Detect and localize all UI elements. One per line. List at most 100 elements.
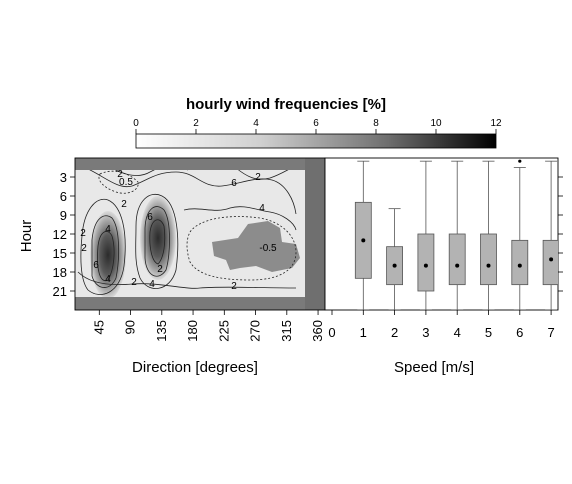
contour-label: 2 (81, 243, 87, 254)
heatmap-hotspot-45 (90, 211, 126, 299)
box-iqr (542, 239, 558, 286)
colorbar-ticks: 0 2 4 6 8 10 12 (133, 118, 502, 134)
colorbar-tick-label: 0 (133, 118, 139, 129)
boxplot-speed-4 (448, 160, 466, 310)
contour-line (91, 215, 120, 288)
contour-label: 2 (157, 264, 163, 275)
y-tick-label: 18 (53, 265, 67, 280)
box-iqr (511, 239, 529, 286)
direction-tick-label: 45 (91, 320, 106, 334)
boxplot-speed-2 (386, 208, 404, 310)
speed-tick-label: 3 (422, 325, 429, 340)
heatmap-bottom-band (75, 297, 305, 310)
y-tick-label: 9 (60, 208, 67, 223)
y-axis: 3 6 9 12 15 18 21 (53, 170, 75, 299)
contour-line (85, 167, 297, 215)
boxplots (354, 159, 558, 310)
speed-tick-label: 0 (328, 325, 335, 340)
speed-tick-label: 1 (360, 325, 367, 340)
speed-axis: 0 1 2 3 4 5 6 7 (328, 310, 555, 340)
box-median-point (549, 257, 554, 262)
box-median-point (455, 263, 460, 268)
contour-label: 2 (117, 169, 123, 180)
box-median-point (361, 238, 366, 243)
box-median-point (517, 263, 522, 268)
contour-line (80, 198, 126, 295)
y-tick-label: 6 (60, 189, 67, 204)
contour-label: 0.5 (119, 177, 133, 188)
contour-line (183, 206, 297, 231)
direction-axis: 45 90 135 180 225 270 315 360 (91, 310, 325, 342)
y-tick-label: 15 (53, 246, 67, 261)
contour-line (144, 206, 170, 277)
speed-tick-label: 2 (391, 325, 398, 340)
speed-tick-label: 6 (516, 325, 523, 340)
contour-label: 2 (131, 277, 137, 288)
colorbar-tick-label: 8 (373, 118, 379, 129)
contour-label: 2 (255, 172, 261, 183)
colorbar-tick-label: 4 (253, 118, 259, 129)
contour-label: 6 (93, 260, 99, 271)
colorbar-gradient (135, 133, 497, 149)
chart-title: hourly wind frequencies [%] (186, 96, 386, 113)
heatmap-top-band (75, 158, 305, 170)
contour-label: -0.5 (259, 243, 277, 254)
contour-label: 2 (231, 281, 237, 292)
box-iqr (448, 233, 466, 286)
y-axis-label: Hour (18, 220, 35, 253)
contour-line (149, 219, 166, 265)
boxplot-speed-6 (511, 159, 529, 310)
boxplot-speed-5 (480, 160, 497, 310)
y-tick-label: 3 (60, 170, 67, 185)
contour-line-dashed (98, 170, 139, 194)
direction-tick-label: 135 (154, 320, 169, 342)
contour-label: 6 (231, 178, 237, 189)
speed-tick-label: 4 (454, 325, 461, 340)
heatmap-dark-patch (212, 221, 300, 272)
box-median-point (486, 263, 491, 268)
panel-separator-band (305, 158, 325, 310)
direction-tick-label: 180 (185, 320, 200, 342)
boxplot-speed-3 (417, 160, 435, 310)
boxplot-speed-1 (354, 160, 372, 310)
y-tick-label: 21 (53, 284, 67, 299)
colorbar-tick-label: 6 (313, 118, 319, 129)
direction-tick-label: 360 (310, 320, 325, 342)
direction-axis-label: Direction [degrees] (132, 359, 258, 376)
direction-tick-label: 315 (279, 320, 294, 342)
right-ticks (558, 176, 563, 292)
contour-label: 2 (80, 228, 86, 239)
contour-line (97, 231, 115, 282)
direction-tick-label: 225 (216, 320, 231, 342)
contour-line (77, 271, 297, 289)
box-iqr (480, 233, 497, 286)
direction-tick-label: 90 (123, 320, 138, 334)
box-median-point (423, 263, 428, 268)
speed-tick-label: 5 (485, 325, 492, 340)
contour-lines-dashed (98, 170, 297, 281)
colorbar-tick-label: 12 (490, 118, 502, 129)
contour-label: 4 (105, 224, 111, 235)
contour-label: 2 (121, 199, 127, 210)
speed-axis-label: Speed [m/s] (394, 359, 474, 376)
colorbar: 0 2 4 6 8 10 12 (133, 118, 502, 149)
box-median-point (392, 263, 397, 268)
y-tick-label: 12 (53, 227, 67, 242)
contour-line (135, 194, 179, 289)
colorbar-tick-label: 2 (193, 118, 199, 129)
direction-tick-label: 270 (248, 320, 263, 342)
box-outlier (518, 159, 522, 163)
contour-line-dashed (186, 216, 297, 281)
speed-boxplot-panel (324, 157, 559, 311)
colorbar-tick-label: 10 (430, 118, 442, 129)
speed-tick-label: 7 (547, 325, 554, 340)
contour-label: 4 (149, 279, 155, 290)
contour-label: 4 (259, 203, 265, 214)
contour-label: 4 (105, 274, 111, 285)
box-iqr (417, 233, 435, 292)
contour-label: 6 (147, 212, 153, 223)
boxplot-speed-7 (542, 160, 558, 310)
